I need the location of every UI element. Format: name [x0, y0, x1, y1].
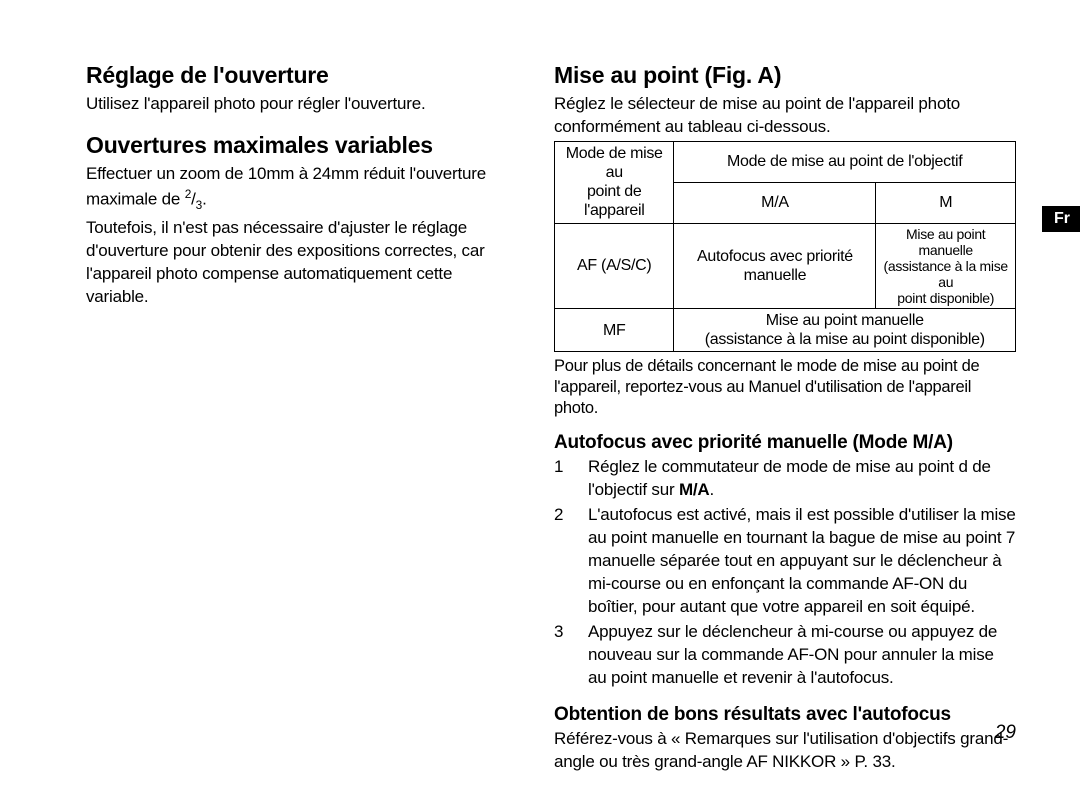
table-cell-autofocus-priority: Autofocus avec priorité manuelle — [674, 223, 876, 308]
left-column: Réglage de l'ouverture Utilisez l'appare… — [86, 62, 516, 774]
cell-line: Mode de mise au — [561, 144, 667, 182]
table-row: AF (A/S/C) Autofocus avec priorité manue… — [555, 223, 1016, 308]
table-row: MF Mise au point manuelle (assistance à … — [555, 309, 1016, 352]
heading-variable-apertures: Ouvertures maximales variables — [86, 132, 516, 159]
heading-autofocus-results: Obtention de bons résultats avec l'autof… — [554, 704, 1016, 726]
page-number: 29 — [995, 722, 1016, 744]
step1-bold: M/A — [679, 480, 710, 499]
right-column: Mise au point (Fig. A) Réglez le sélecte… — [554, 62, 1016, 774]
cell-line: Mise au point manuelle — [882, 226, 1009, 258]
heading-focus: Mise au point (Fig. A) — [554, 62, 1016, 89]
steps-list: Réglez le commutateur de mode de mise au… — [554, 456, 1016, 689]
step1-text-c: . — [710, 480, 715, 499]
heading-aperture-setting: Réglage de l'ouverture — [86, 62, 516, 89]
text-zoom-aperture: Effectuer un zoom de 10mm à 24mm réduit … — [86, 163, 516, 213]
table-row: Mode de mise au point de l'appareil Mode… — [555, 141, 1016, 182]
list-item: Appuyez sur le déclencheur à mi-course o… — [554, 621, 1016, 690]
table-header-lens-mode: Mode de mise au point de l'objectif — [674, 141, 1016, 182]
cell-line: (assistance à la mise au point disponibl… — [680, 330, 1009, 349]
table-cell-mf: MF — [555, 309, 674, 352]
table-cell-manual-assist: Mise au point manuelle (assistance à la … — [876, 223, 1016, 308]
table-cell-ma: M/A — [674, 182, 876, 223]
table-cell-m: M — [876, 182, 1016, 223]
table-cell-manual-full: Mise au point manuelle (assistance à la … — [674, 309, 1016, 352]
list-item: Réglez le commutateur de mode de mise au… — [554, 456, 1016, 502]
text-compensation: Toutefois, il n'est pas nécessaire d'aju… — [86, 217, 516, 309]
language-tab: Fr — [1042, 206, 1080, 232]
table-cell-af: AF (A/S/C) — [555, 223, 674, 308]
table-header-camera-mode: Mode de mise au point de l'appareil — [555, 141, 674, 223]
text-zoom-part2: . — [202, 190, 207, 209]
text-see-remarks: Référez-vous à « Remarques sur l'utilisa… — [554, 728, 1016, 774]
list-item: L'autofocus est activé, mais il est poss… — [554, 504, 1016, 619]
focus-mode-table: Mode de mise au point de l'appareil Mode… — [554, 141, 1016, 353]
cell-line: point de l'appareil — [561, 182, 667, 220]
step1-text-a: Réglez le commutateur de mode de mise au… — [588, 457, 991, 499]
text-manual-note: Pour plus de détails concernant le mode … — [554, 356, 1016, 418]
cell-line: Mise au point manuelle — [680, 311, 1009, 330]
cell-line: point disponible) — [882, 290, 1009, 306]
cell-line: (assistance à la mise au — [882, 258, 1009, 290]
text-focus-instruction: Réglez le sélecteur de mise au point de … — [554, 93, 1016, 139]
page-content: Réglage de l'ouverture Utilisez l'appare… — [0, 0, 1080, 804]
heading-autofocus-ma: Autofocus avec priorité manuelle (Mode M… — [554, 432, 1016, 454]
text-zoom-part1: Effectuer un zoom de 10mm à 24mm réduit … — [86, 164, 486, 209]
text-aperture-instruction: Utilisez l'appareil photo pour régler l'… — [86, 93, 516, 116]
